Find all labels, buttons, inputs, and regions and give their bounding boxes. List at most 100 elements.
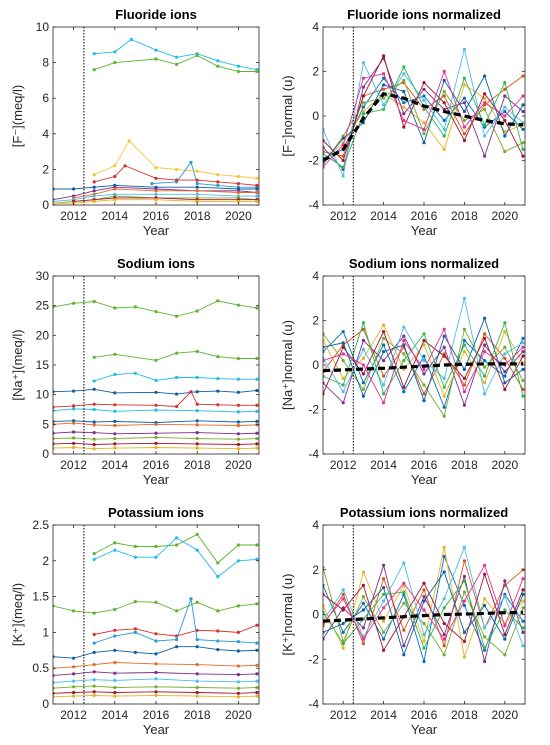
data-point (462, 367, 466, 371)
data-point (361, 327, 365, 331)
data-point (113, 660, 117, 665)
data-point (521, 147, 525, 151)
data-point (175, 638, 179, 642)
y-tick-label: 0 (42, 198, 49, 212)
data-point (442, 405, 446, 409)
data-point (402, 334, 406, 338)
data-point (236, 199, 240, 203)
data-point (382, 619, 386, 623)
data-point (113, 174, 117, 179)
data-point (113, 694, 117, 698)
data-point (236, 432, 240, 436)
data-point (255, 543, 259, 547)
data-point (123, 164, 127, 168)
data-point (255, 183, 259, 187)
data-point (92, 650, 96, 655)
data-point (462, 545, 466, 550)
data-point (361, 637, 365, 641)
data-point (483, 392, 487, 396)
data-point (361, 321, 365, 325)
data-point (113, 548, 117, 552)
data-point (402, 338, 406, 343)
data-point (195, 600, 199, 604)
data-point (92, 52, 96, 56)
data-point (113, 409, 117, 413)
x-tick-label: 2018 (184, 458, 211, 472)
data-point (361, 76, 365, 80)
data-point (113, 607, 117, 612)
data-point (503, 381, 507, 385)
data-point (462, 138, 466, 143)
data-point (462, 350, 466, 354)
data-point (341, 341, 345, 345)
data-point (341, 588, 345, 592)
data-point (422, 141, 426, 145)
data-point (422, 332, 426, 336)
data-point (483, 350, 487, 354)
data-point (255, 377, 259, 381)
series-line-7 (53, 420, 257, 424)
y-tick-label: -4 (308, 198, 319, 212)
data-point (483, 332, 487, 336)
chart-title: Fluoride ions normalized (347, 7, 501, 22)
data-point (72, 656, 76, 660)
data-point (442, 69, 446, 74)
y-tick-label: 15 (36, 358, 50, 372)
data-point (361, 642, 365, 646)
data-point (503, 87, 507, 91)
data-point (382, 577, 386, 581)
data-point (462, 599, 466, 603)
data-point (133, 305, 137, 309)
data-point (92, 355, 96, 359)
data-point (422, 581, 426, 585)
data-point (402, 581, 406, 585)
data-point (442, 101, 446, 105)
y-tick-label: 0 (42, 697, 49, 711)
data-point (175, 314, 179, 318)
data-point (521, 154, 525, 158)
data-point (133, 371, 137, 375)
data-point (255, 641, 259, 645)
data-point (402, 390, 406, 394)
data-point (236, 649, 240, 653)
data-point (236, 303, 240, 307)
data-point (462, 403, 466, 407)
data-point (133, 544, 137, 549)
y-tick-label: 8 (42, 56, 49, 70)
data-point (72, 679, 76, 683)
x-tick-label: 2014 (370, 708, 397, 722)
data-point (503, 109, 507, 114)
x-axis-label: Year (143, 722, 170, 737)
data-point (422, 608, 426, 612)
data-point (361, 595, 365, 599)
plot-area (53, 525, 259, 704)
series-line-2 (94, 350, 257, 361)
data-point (503, 653, 507, 657)
data-point (382, 563, 386, 567)
data-point (422, 354, 426, 358)
data-point (92, 447, 96, 451)
data-point (462, 655, 466, 659)
x-axis-label: Year (411, 722, 438, 737)
data-point (113, 423, 117, 428)
series-line-10 (53, 436, 257, 440)
data-point (503, 321, 507, 325)
data-point (113, 61, 117, 65)
data-point (175, 55, 179, 59)
data-point (92, 431, 96, 435)
data-point (154, 693, 158, 698)
y-tick-label: 4 (312, 518, 319, 532)
mean-trend-line (323, 610, 524, 623)
data-point (402, 118, 406, 123)
series-line-9 (53, 678, 257, 683)
data-point (175, 543, 179, 547)
y-tick-label: 5 (42, 417, 49, 431)
data-point (175, 375, 179, 380)
y-tick-label: 0 (312, 358, 319, 372)
data-point (72, 301, 76, 305)
data-point (154, 670, 158, 675)
data-point (92, 690, 96, 694)
data-point (483, 125, 487, 129)
data-point (154, 57, 158, 61)
data-point (422, 127, 426, 131)
